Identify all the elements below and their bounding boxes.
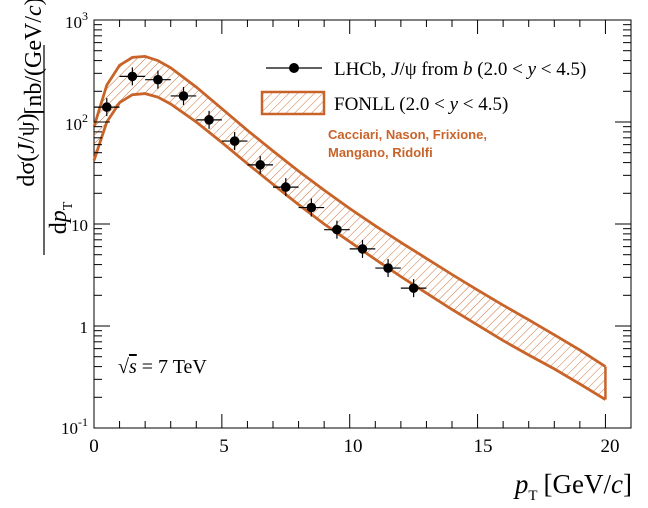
data-point: [306, 202, 317, 213]
legend-points-marker: [289, 63, 299, 73]
y-axis-label: dσ(J/ψ) dpT [nb/(GeV/c)]: [14, 0, 76, 255]
x-tick-label-10: 10: [344, 436, 363, 457]
fonll-upper-line: [92, 54, 607, 368]
data-point: [332, 224, 342, 235]
lhcb-points: [94, 67, 427, 298]
data-point: [229, 136, 240, 146]
energy-label: √s = 7 TeV: [118, 356, 207, 378]
data-point: [280, 182, 291, 192]
y-tick-label-1: 1: [80, 318, 89, 337]
legend: LHCb, J/ψ from b (2.0 < y < 4.5) FONLL (…: [260, 59, 586, 160]
legend-band-swatch: [260, 90, 326, 116]
axis-ticks: [93, 20, 632, 429]
data-point: [383, 263, 393, 273]
x-axis-label: pT [GeV/c]: [513, 469, 632, 504]
data-point: [255, 160, 266, 170]
credit-line-2: Mangano, Ridolfi: [328, 145, 433, 160]
x-tick-label-20: 20: [601, 436, 620, 457]
svg-text:[nb/(GeV/c)]: [nb/(GeV/c)]: [21, 0, 47, 115]
data-point: [178, 91, 189, 101]
data-point: [408, 283, 419, 293]
credit-line-1: Cacciari, Nason, Frixione,: [328, 127, 487, 142]
x-tick-label-0: 0: [89, 436, 99, 457]
y-tick-label-10: 10: [71, 216, 88, 235]
legend-points-label: LHCb, J/ψ from b (2.0 < y < 4.5): [334, 59, 586, 80]
y-tick-label-1000: 103: [65, 9, 88, 32]
svg-text:dpT: dpT: [46, 201, 76, 234]
data-point: [204, 115, 214, 125]
data-point: [153, 74, 163, 85]
svg-text:dσ(J/ψ): dσ(J/ψ): [14, 113, 40, 186]
data-point: [357, 244, 368, 254]
x-tick-label-5: 5: [219, 436, 229, 457]
y-tick-label-0.1: 10-1: [61, 415, 88, 438]
x-tick-label-15: 15: [474, 436, 493, 457]
data-point: [127, 71, 138, 82]
y-tick-label-100: 102: [65, 111, 88, 134]
data-point: [101, 102, 112, 112]
legend-band-label: FONLL (2.0 < y < 4.5): [334, 94, 508, 115]
